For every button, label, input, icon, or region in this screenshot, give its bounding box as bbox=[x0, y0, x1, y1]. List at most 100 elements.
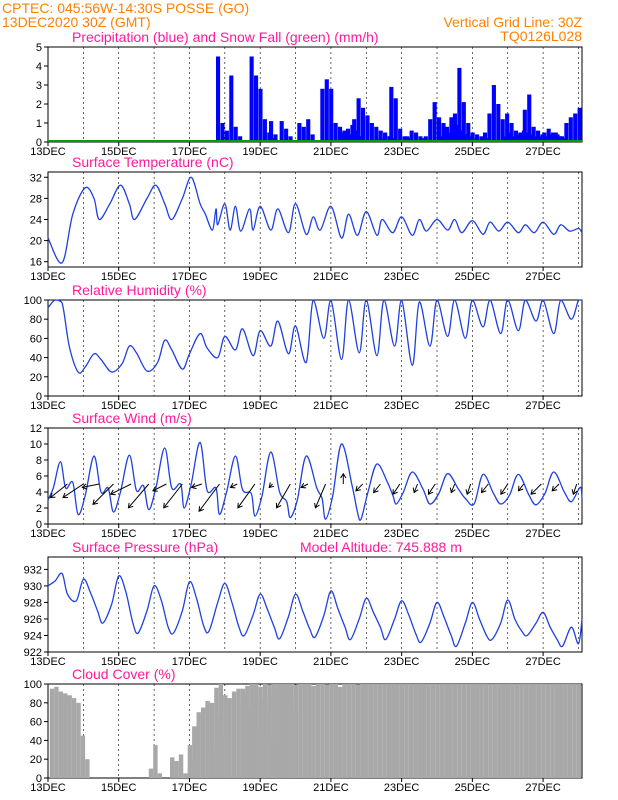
data-bar bbox=[492, 684, 498, 778]
data-bar bbox=[461, 102, 466, 142]
data-bar bbox=[554, 684, 560, 778]
y-tick-label: 4 bbox=[36, 487, 42, 499]
wind-vector-shaft bbox=[163, 483, 183, 509]
data-bar bbox=[298, 684, 303, 778]
x-tick-label: 19DEC bbox=[242, 782, 278, 794]
data-bar bbox=[479, 136, 484, 142]
data-bar bbox=[315, 684, 321, 778]
data-bar bbox=[432, 102, 437, 142]
wind-vector-arrow bbox=[571, 483, 578, 496]
x-tick-label: 27DEC bbox=[525, 146, 561, 158]
wind-vector-shaft bbox=[373, 483, 381, 493]
data-bar bbox=[545, 684, 551, 778]
data-bar bbox=[466, 123, 471, 142]
data-bar bbox=[192, 726, 197, 778]
y-tick-label: 100 bbox=[24, 295, 42, 307]
data-bar bbox=[500, 119, 505, 142]
wind-vector-head bbox=[152, 486, 158, 492]
wind-vector-shaft bbox=[392, 483, 401, 495]
chart-panel-4: 922 924 926 928 930 932 13DEC 15DEC 17DEC 19DEC 21… bbox=[24, 539, 583, 668]
y-tick-label: 1 bbox=[36, 118, 42, 130]
x-tick-label: 25DEC bbox=[455, 528, 491, 540]
wind-vector-head bbox=[571, 489, 578, 496]
wind-vector-arrow bbox=[109, 483, 132, 496]
data-bar bbox=[576, 684, 582, 778]
data-bar bbox=[541, 684, 546, 778]
wind-vector-shaft bbox=[128, 483, 150, 509]
wind-vector-head bbox=[373, 487, 379, 494]
data-bar bbox=[423, 136, 428, 142]
chart-panel-2: 0 20 40 60 80 100 13DEC 15DEC 17DEC 19DEC 21DEC 23D… bbox=[24, 282, 583, 412]
wind-vector-head bbox=[500, 489, 506, 495]
data-bar bbox=[470, 132, 475, 142]
x-tick-label: 27DEC bbox=[525, 400, 561, 412]
data-bar bbox=[496, 104, 501, 142]
data-bar bbox=[183, 773, 188, 778]
x-tick-label: 25DEC bbox=[455, 271, 491, 283]
x-tick-label: 19DEC bbox=[242, 271, 278, 283]
data-bar bbox=[555, 134, 560, 142]
run-datetime: 13DEC2020 30Z (GMT) bbox=[2, 14, 151, 30]
grid-note: Vertical Grid Line: 30Z bbox=[443, 14, 582, 30]
panel-title: Surface Wind (m/s) bbox=[72, 410, 192, 426]
chart-panel-3: 0 2 4 6 8 10 12 13DEC 15DEC 17DEC 19DEC 21DEC 23DEC 2… bbox=[30, 410, 583, 540]
wind-vector-head bbox=[465, 489, 472, 496]
wind-vector-head bbox=[190, 483, 197, 490]
wind-vector-shaft bbox=[62, 483, 84, 499]
wind-vector-head bbox=[480, 487, 487, 494]
data-bar bbox=[559, 684, 564, 778]
wind-vector-shaft bbox=[450, 483, 456, 493]
data-bar bbox=[452, 113, 458, 142]
data-bar bbox=[428, 119, 433, 142]
x-tick-label: 23DEC bbox=[384, 271, 420, 283]
data-bar bbox=[479, 684, 484, 778]
data-bar bbox=[483, 684, 489, 778]
data-bar bbox=[342, 684, 347, 778]
data-bar bbox=[245, 685, 250, 778]
wind-vector-head bbox=[49, 492, 56, 499]
x-tick-label: 25DEC bbox=[455, 656, 491, 668]
wind-vector-arrow bbox=[427, 483, 436, 495]
data-bar bbox=[301, 126, 306, 142]
wind-vector-arrow bbox=[62, 483, 84, 499]
data-bar bbox=[223, 695, 228, 778]
wind-vector-arrow bbox=[49, 483, 68, 499]
x-tick-label: 15DEC bbox=[101, 656, 137, 668]
data-bar bbox=[233, 126, 238, 142]
wind-vector-arrow bbox=[500, 483, 509, 495]
data-bar bbox=[559, 136, 565, 142]
data-bar bbox=[409, 130, 414, 142]
x-tick-label: 23DEC bbox=[384, 400, 420, 412]
data-bar bbox=[399, 684, 405, 778]
wind-vector-head bbox=[392, 489, 398, 495]
data-bar bbox=[470, 684, 476, 778]
data-bar bbox=[360, 107, 366, 142]
y-tick-label: 0 bbox=[36, 391, 42, 403]
wind-vector-shaft bbox=[530, 483, 542, 495]
wind-vector-head bbox=[268, 482, 275, 489]
data-bar bbox=[293, 684, 299, 778]
wind-vector-head bbox=[449, 487, 456, 494]
x-tick-label: 27DEC bbox=[525, 528, 561, 540]
x-tick-label: 21DEC bbox=[313, 146, 349, 158]
wind-vector-arrow bbox=[268, 482, 275, 489]
plot-frame bbox=[47, 427, 583, 525]
data-bar bbox=[466, 684, 471, 778]
wind-vector-shaft bbox=[428, 483, 436, 495]
y-tick-label: 3 bbox=[36, 80, 42, 92]
data-bar bbox=[377, 684, 383, 778]
data-bar bbox=[54, 686, 59, 778]
y-tick-label: 60 bbox=[30, 333, 42, 345]
y-tick-label: 2 bbox=[36, 503, 42, 515]
data-bar bbox=[405, 136, 410, 142]
data-bar bbox=[577, 107, 582, 142]
data-bar bbox=[324, 684, 330, 778]
data-bar bbox=[365, 115, 370, 142]
y-tick-label: 6 bbox=[36, 471, 42, 483]
data-bar bbox=[157, 773, 163, 778]
y-tick-label: 0 bbox=[36, 137, 42, 149]
wind-vector-arrow bbox=[300, 482, 309, 489]
data-bar bbox=[324, 79, 329, 142]
data-bar bbox=[174, 761, 179, 778]
data-bar bbox=[393, 98, 398, 142]
